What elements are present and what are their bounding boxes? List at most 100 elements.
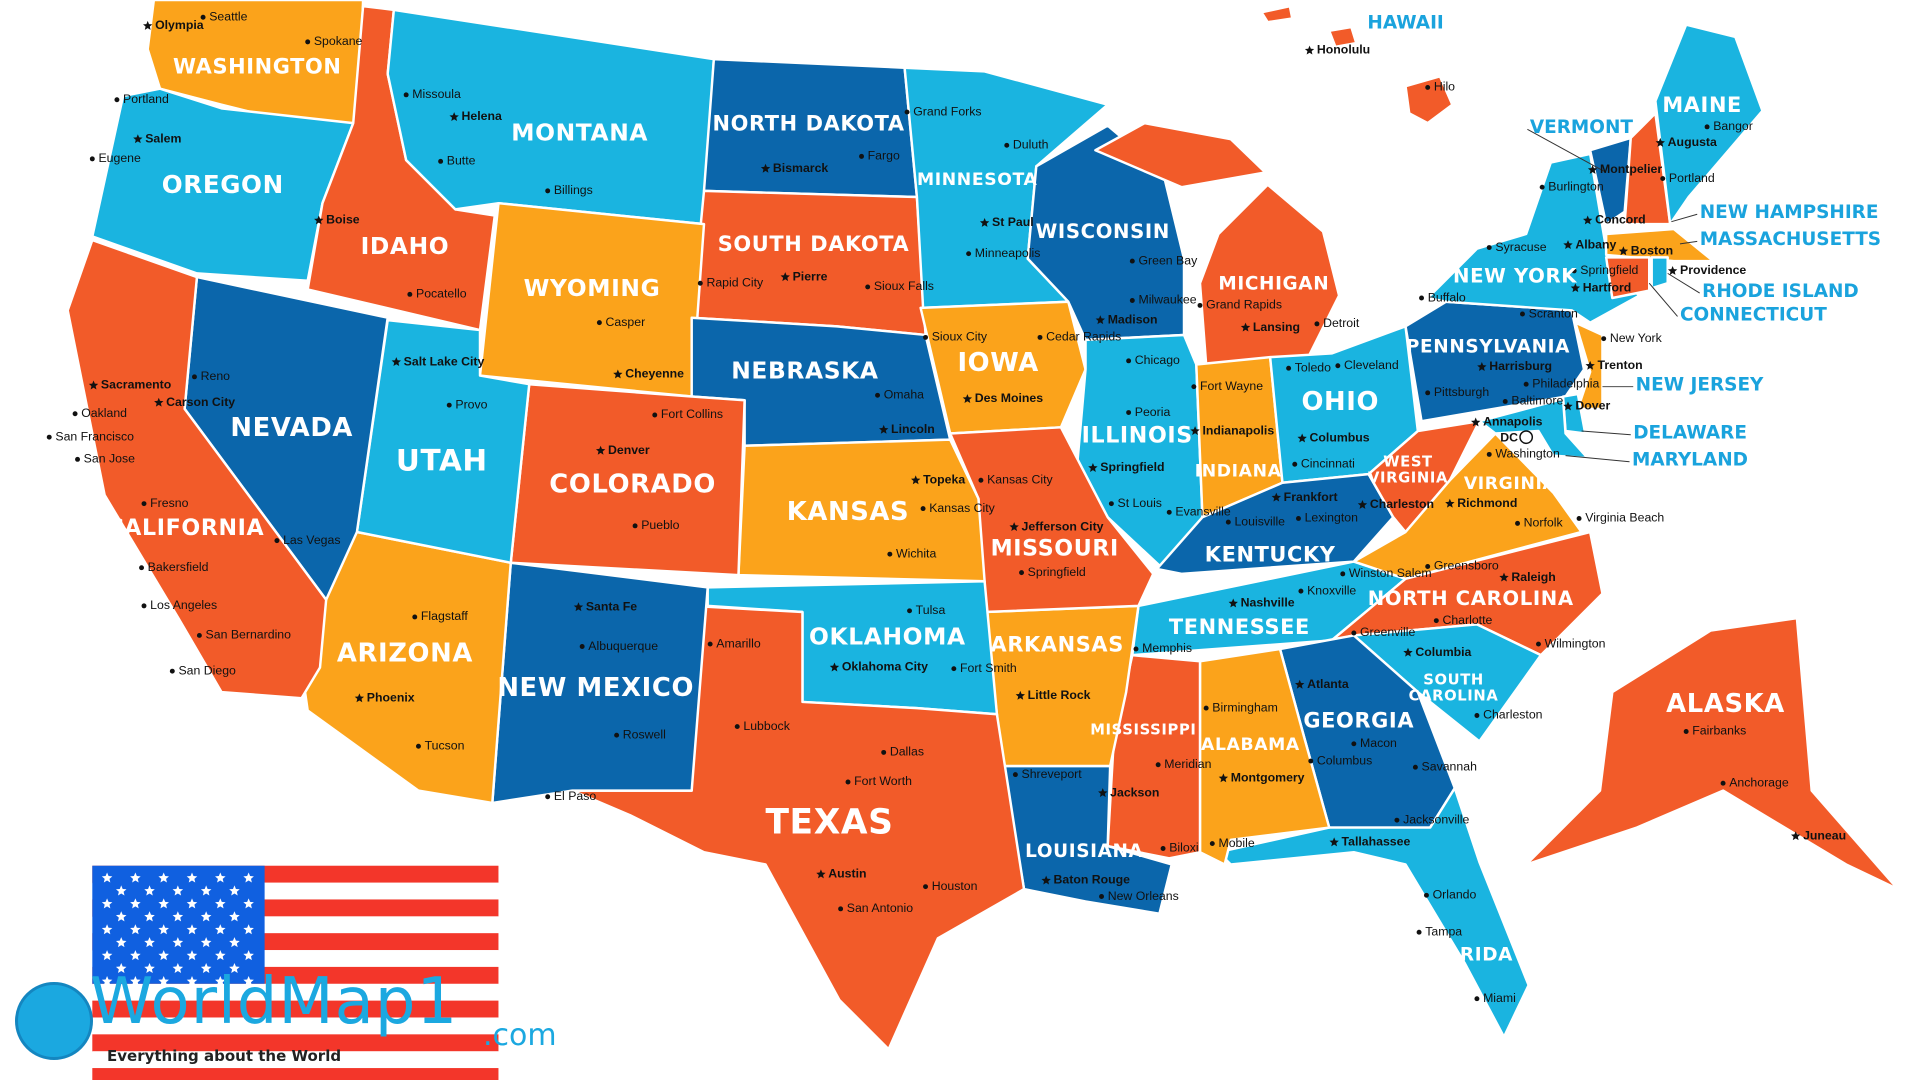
callout-line bbox=[1527, 128, 1607, 173]
city-philadelphia: Philadelphia bbox=[1523, 376, 1599, 390]
city-label: Washington bbox=[1495, 447, 1560, 461]
state-hawaii[interactable] bbox=[1404, 75, 1454, 125]
city-dot-icon bbox=[923, 884, 928, 890]
state-maryland[interactable] bbox=[1478, 397, 1589, 460]
city-minneapolis: Minneapolis bbox=[966, 246, 1040, 260]
city-dot-icon bbox=[438, 158, 444, 164]
state-rhode-island[interactable] bbox=[1650, 256, 1669, 290]
city-label: Las Vegas bbox=[283, 533, 340, 547]
city-label: Salt Lake City bbox=[404, 354, 485, 368]
state-label: NEBRASKA bbox=[731, 356, 878, 384]
city-jefferson-city: Jefferson City bbox=[1009, 519, 1104, 533]
city-label: Olympia bbox=[155, 18, 204, 32]
state-callout-label: MARYLAND bbox=[1632, 450, 1748, 471]
capital-star-icon bbox=[1499, 572, 1509, 582]
city-label: Buffalo bbox=[1428, 290, 1466, 304]
city-label: Columbus bbox=[1317, 753, 1372, 767]
state-label: SOUTH DAKOTA bbox=[718, 232, 910, 256]
city-label: Biloxi bbox=[1169, 841, 1198, 855]
capital-star-icon bbox=[1041, 875, 1051, 885]
state-louisiana[interactable] bbox=[1001, 764, 1173, 915]
state-alaska[interactable] bbox=[1524, 616, 1900, 891]
state-iowa[interactable] bbox=[919, 300, 1087, 435]
city-charleston: Charleston bbox=[1474, 708, 1543, 722]
city-orlando: Orlando bbox=[1424, 888, 1477, 902]
city-dot-icon bbox=[652, 412, 658, 418]
city-label: San Bernardino bbox=[206, 628, 292, 642]
city-label: Kansas City bbox=[987, 473, 1053, 487]
state-montana[interactable] bbox=[386, 8, 716, 226]
flag-star-icon bbox=[243, 924, 254, 935]
state-connecticut[interactable] bbox=[1604, 256, 1651, 300]
flag-star-icon bbox=[130, 898, 141, 909]
watermark-suffix: .com bbox=[483, 1018, 557, 1053]
city-dot-icon bbox=[1515, 520, 1520, 526]
state-hawaii[interactable] bbox=[1328, 25, 1358, 49]
state-south-dakota[interactable] bbox=[690, 189, 927, 337]
city-kansas-city: Kansas City bbox=[978, 473, 1054, 487]
state-massachusetts[interactable] bbox=[1604, 227, 1715, 263]
state-michigan[interactable] bbox=[1094, 121, 1267, 189]
city-lincoln: Lincoln bbox=[879, 422, 935, 436]
city-label: Sioux City bbox=[932, 330, 988, 344]
city-label: Annapolis bbox=[1483, 415, 1543, 429]
city-label: Los Angeles bbox=[150, 598, 217, 612]
city-providence: Providence bbox=[1667, 263, 1746, 277]
state-hawaii[interactable] bbox=[1260, 4, 1294, 24]
city-dot-icon bbox=[920, 506, 926, 512]
flag-star-icon bbox=[229, 963, 240, 974]
state-callout-label: MASSACHUSETTS bbox=[1700, 229, 1881, 250]
city-dot-icon bbox=[1197, 302, 1203, 308]
city-annapolis: Annapolis bbox=[1471, 415, 1543, 429]
city-dot-icon bbox=[1296, 515, 1301, 521]
city-memphis: Memphis bbox=[1133, 641, 1192, 655]
city-label: Indianapolis bbox=[1202, 423, 1274, 437]
city-dot-icon bbox=[1424, 892, 1429, 898]
flag-star-icon bbox=[101, 872, 113, 883]
capital-star-icon bbox=[1295, 679, 1305, 689]
city-meridian: Meridian bbox=[1155, 757, 1212, 771]
city-label: Milwaukee bbox=[1138, 293, 1196, 307]
city-concord: Concord bbox=[1583, 213, 1646, 227]
city-amarillo: Amarillo bbox=[707, 636, 761, 650]
state-arkansas[interactable] bbox=[983, 604, 1140, 768]
city-label: Birmingham bbox=[1212, 700, 1278, 714]
state-texas[interactable] bbox=[571, 604, 1026, 1051]
flag-star-icon bbox=[158, 975, 169, 986]
city-dot-icon bbox=[1474, 996, 1480, 1002]
city-frankfort: Frankfort bbox=[1271, 490, 1338, 504]
city-dot-icon bbox=[1412, 764, 1418, 770]
state-callout: NEW HAMPSHIRE bbox=[1700, 202, 1879, 223]
city-hilo: Hilo bbox=[1425, 80, 1455, 94]
callout-line bbox=[1648, 282, 1678, 317]
city-dot-icon bbox=[734, 724, 740, 730]
city-st-louis: St Louis bbox=[1108, 496, 1162, 510]
city-dot-icon bbox=[1720, 780, 1726, 786]
city-dot-icon bbox=[978, 477, 984, 483]
city-label: Rapid City bbox=[706, 275, 764, 289]
state-maine[interactable] bbox=[1654, 23, 1764, 226]
city-dot-icon bbox=[1660, 176, 1666, 182]
state-callout: NEW JERSEY bbox=[1636, 374, 1764, 395]
city-dot-icon bbox=[1314, 321, 1320, 327]
city-label: Cedar Rapids bbox=[1046, 330, 1121, 344]
city-label: Knoxville bbox=[1307, 583, 1356, 597]
city-dot-icon bbox=[904, 109, 910, 115]
state-florida[interactable] bbox=[1217, 786, 1530, 1039]
state-california[interactable] bbox=[66, 238, 328, 700]
city-dot-icon bbox=[1286, 365, 1292, 371]
city-label: Portland bbox=[1669, 171, 1715, 185]
city-oklahoma-city: Oklahoma City bbox=[829, 660, 928, 674]
city-label: New York bbox=[1610, 331, 1663, 345]
city-label: Dallas bbox=[890, 745, 924, 759]
state-michigan[interactable] bbox=[1198, 183, 1341, 366]
city-kansas-city: Kansas City bbox=[920, 501, 996, 515]
city-dot-icon bbox=[1571, 268, 1577, 274]
capital-star-icon bbox=[1570, 283, 1581, 293]
city-dot-icon bbox=[1474, 713, 1480, 718]
state-alabama[interactable] bbox=[1198, 647, 1331, 866]
city-dot-icon bbox=[1394, 817, 1400, 823]
flag-star-icon bbox=[186, 898, 198, 909]
city-label: Lincoln bbox=[891, 422, 935, 436]
state-label: MONTANA bbox=[511, 119, 648, 147]
